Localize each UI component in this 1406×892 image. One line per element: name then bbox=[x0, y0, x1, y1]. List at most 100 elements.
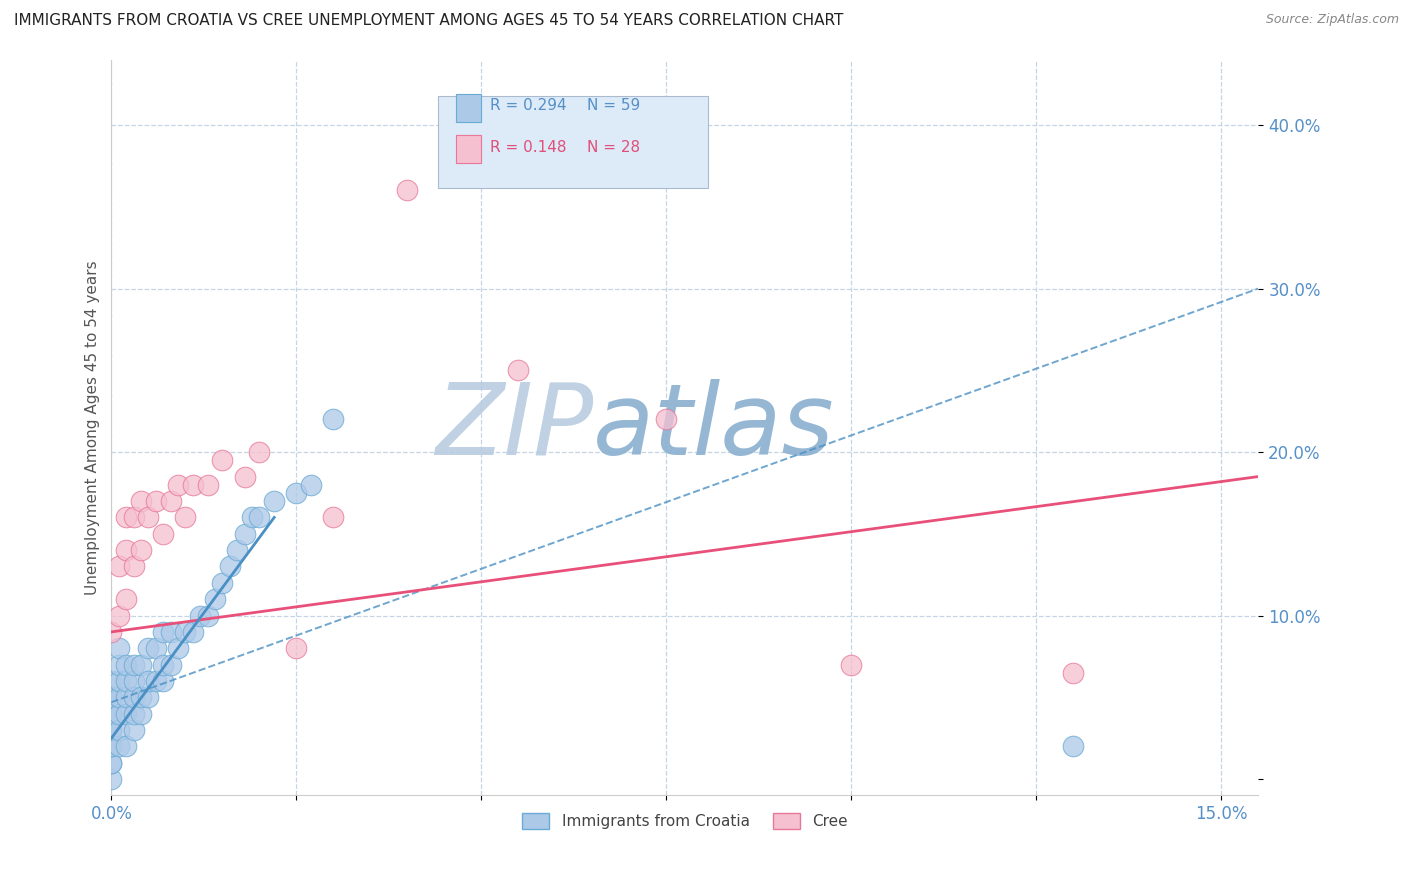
Point bbox=[226, 543, 249, 558]
Point bbox=[138, 673, 160, 688]
Point bbox=[122, 559, 145, 574]
Point bbox=[115, 673, 138, 688]
Point bbox=[108, 641, 131, 656]
Point bbox=[233, 526, 256, 541]
Point bbox=[115, 706, 138, 721]
Bar bbox=[456, 95, 481, 122]
Y-axis label: Unemployment Among Ages 45 to 54 years: Unemployment Among Ages 45 to 54 years bbox=[86, 260, 100, 595]
Point bbox=[181, 624, 204, 639]
Text: atlas: atlas bbox=[593, 379, 835, 476]
Point bbox=[122, 657, 145, 672]
Point bbox=[240, 510, 263, 524]
Point bbox=[138, 641, 160, 656]
Point bbox=[115, 543, 138, 558]
Point bbox=[167, 477, 190, 491]
Point bbox=[115, 690, 138, 705]
Bar bbox=[456, 135, 481, 162]
Point bbox=[115, 592, 138, 607]
Point bbox=[181, 477, 204, 491]
Point bbox=[100, 690, 122, 705]
Point bbox=[508, 363, 530, 377]
Point bbox=[108, 657, 131, 672]
Point bbox=[159, 494, 181, 508]
Point bbox=[285, 486, 308, 500]
Point bbox=[115, 657, 138, 672]
Point bbox=[100, 739, 122, 754]
Point bbox=[100, 756, 122, 770]
Point bbox=[299, 477, 322, 491]
Point bbox=[263, 494, 285, 508]
Point bbox=[145, 673, 167, 688]
Point bbox=[100, 706, 122, 721]
Point bbox=[233, 469, 256, 483]
Point bbox=[129, 494, 152, 508]
Point bbox=[655, 412, 678, 426]
Point bbox=[115, 510, 138, 524]
Point bbox=[152, 657, 174, 672]
Bar bbox=[456, 95, 481, 122]
Point bbox=[396, 183, 419, 197]
Point bbox=[108, 739, 131, 754]
Point bbox=[218, 559, 240, 574]
Point bbox=[108, 608, 131, 623]
Point bbox=[159, 657, 181, 672]
Point bbox=[841, 657, 863, 672]
Point bbox=[108, 673, 131, 688]
Point bbox=[167, 641, 190, 656]
Point bbox=[115, 739, 138, 754]
Point bbox=[249, 510, 271, 524]
Point bbox=[108, 706, 131, 721]
Point bbox=[188, 608, 211, 623]
Point bbox=[152, 673, 174, 688]
Bar bbox=[456, 135, 481, 162]
Point bbox=[108, 559, 131, 574]
Point bbox=[152, 624, 174, 639]
Point bbox=[129, 690, 152, 705]
Point bbox=[129, 657, 152, 672]
Point bbox=[249, 445, 271, 459]
Point bbox=[1062, 665, 1084, 680]
Point bbox=[108, 690, 131, 705]
Point bbox=[100, 723, 122, 737]
Text: R = 0.148: R = 0.148 bbox=[489, 140, 567, 155]
Legend: Immigrants from Croatia, Cree: Immigrants from Croatia, Cree bbox=[516, 807, 853, 836]
Point bbox=[138, 690, 160, 705]
Point bbox=[211, 575, 233, 590]
Point bbox=[1062, 739, 1084, 754]
Point bbox=[122, 706, 145, 721]
Point bbox=[211, 453, 233, 467]
Point bbox=[197, 477, 219, 491]
Point bbox=[129, 543, 152, 558]
Point bbox=[122, 723, 145, 737]
Point bbox=[100, 624, 122, 639]
Text: N = 59: N = 59 bbox=[588, 98, 641, 112]
Text: N = 28: N = 28 bbox=[588, 140, 641, 155]
Point bbox=[145, 641, 167, 656]
Point bbox=[152, 526, 174, 541]
Point bbox=[100, 772, 122, 786]
Point bbox=[285, 641, 308, 656]
Point bbox=[129, 706, 152, 721]
Point bbox=[100, 739, 122, 754]
Point bbox=[100, 673, 122, 688]
Point bbox=[122, 673, 145, 688]
Point bbox=[197, 608, 219, 623]
Text: Source: ZipAtlas.com: Source: ZipAtlas.com bbox=[1265, 13, 1399, 27]
Point bbox=[174, 624, 197, 639]
Point bbox=[322, 412, 344, 426]
Point bbox=[138, 510, 160, 524]
Point bbox=[122, 510, 145, 524]
Point bbox=[145, 494, 167, 508]
Point bbox=[174, 510, 197, 524]
Point bbox=[100, 756, 122, 770]
Point bbox=[322, 510, 344, 524]
Point bbox=[100, 723, 122, 737]
Point bbox=[204, 592, 226, 607]
Point bbox=[122, 690, 145, 705]
Text: R = 0.294: R = 0.294 bbox=[489, 98, 567, 112]
Point bbox=[159, 624, 181, 639]
Point bbox=[100, 690, 122, 705]
FancyBboxPatch shape bbox=[439, 96, 707, 188]
Point bbox=[100, 706, 122, 721]
Text: IMMIGRANTS FROM CROATIA VS CREE UNEMPLOYMENT AMONG AGES 45 TO 54 YEARS CORRELATI: IMMIGRANTS FROM CROATIA VS CREE UNEMPLOY… bbox=[14, 13, 844, 29]
